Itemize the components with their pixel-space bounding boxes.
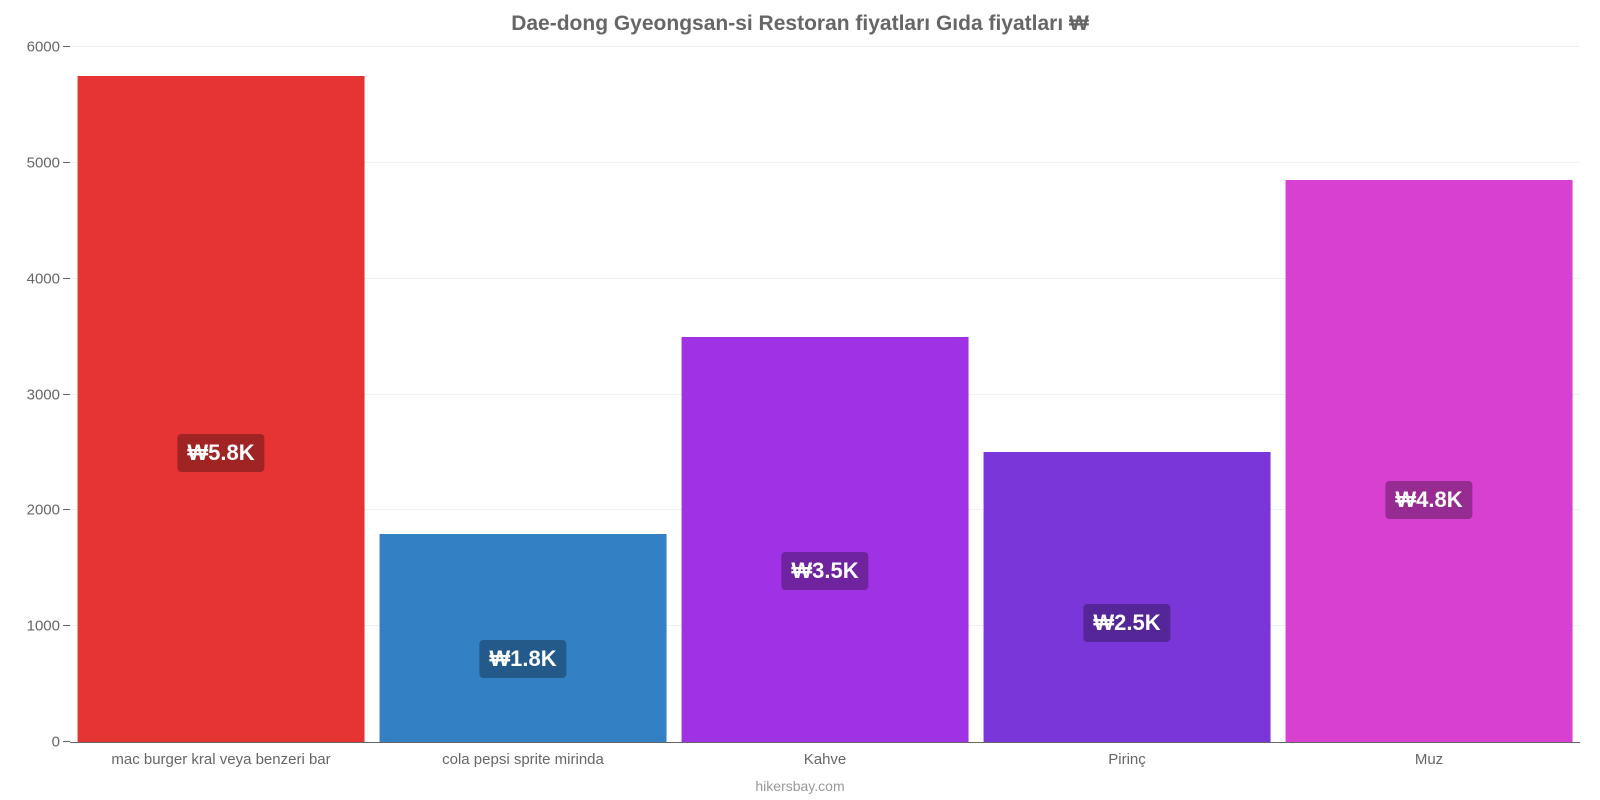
gridline <box>70 46 1580 47</box>
xtick-label: Kahve <box>804 751 847 768</box>
bar-slot: ₩5.8Kmac burger kral veya benzeri bar <box>70 48 372 742</box>
bar <box>1286 180 1573 742</box>
bar-slot: ₩4.8KMuz <box>1278 48 1580 742</box>
ytick-mark <box>63 741 70 742</box>
ytick-label: 6000 <box>27 39 60 56</box>
bar <box>78 76 365 742</box>
ytick-mark <box>63 509 70 510</box>
xtick-label: mac burger kral veya benzeri bar <box>111 751 330 768</box>
ytick-label: 4000 <box>27 270 60 287</box>
ytick-mark <box>63 162 70 163</box>
ytick-label: 0 <box>52 734 60 751</box>
bar-value-label: ₩3.5K <box>781 552 868 590</box>
ytick-label: 5000 <box>27 154 60 171</box>
xtick-label: cola pepsi sprite mirinda <box>442 751 604 768</box>
ytick-label: 3000 <box>27 386 60 403</box>
ytick-mark <box>63 46 70 47</box>
bar-slot: ₩2.5KPirinç <box>976 48 1278 742</box>
bar-value-label: ₩4.8K <box>1385 481 1472 519</box>
bar <box>682 337 969 742</box>
bar <box>984 452 1271 742</box>
bar-slot: ₩1.8Kcola pepsi sprite mirinda <box>372 48 674 742</box>
ytick-label: 2000 <box>27 502 60 519</box>
bar-value-label: ₩5.8K <box>177 434 264 472</box>
xtick-label: Muz <box>1415 751 1443 768</box>
chart-container: Dae-dong Gyeongsan-si Restoran fiyatları… <box>0 0 1600 800</box>
ytick-mark <box>63 394 70 395</box>
ytick-mark <box>63 278 70 279</box>
xtick-label: Pirinç <box>1108 751 1146 768</box>
ytick-mark <box>63 625 70 626</box>
bar-slot: ₩3.5KKahve <box>674 48 976 742</box>
ytick-label: 1000 <box>27 618 60 635</box>
plot-area: 0100020003000400050006000₩5.8Kmac burger… <box>70 48 1580 743</box>
bar-value-label: ₩2.5K <box>1083 604 1170 642</box>
bar <box>380 534 667 743</box>
chart-title: Dae-dong Gyeongsan-si Restoran fiyatları… <box>0 12 1600 36</box>
chart-footer: hikersbay.com <box>0 778 1600 794</box>
bar-value-label: ₩1.8K <box>479 640 566 678</box>
